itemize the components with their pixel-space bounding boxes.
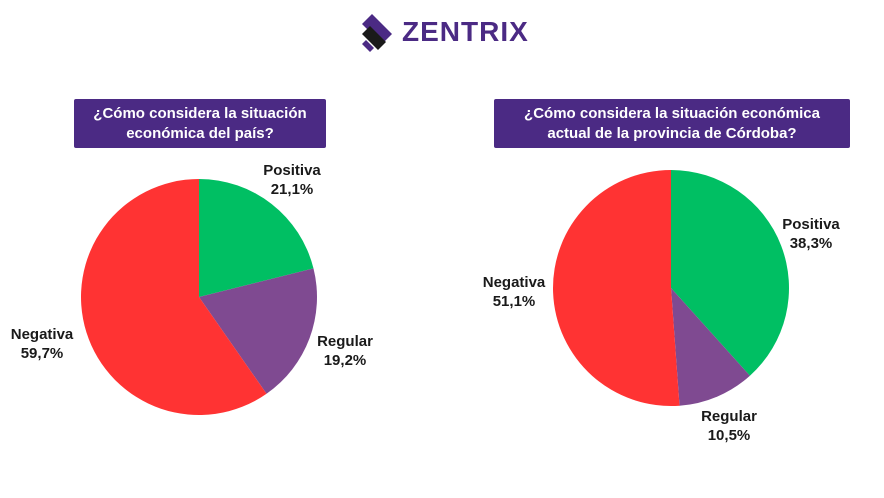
- right-pie-label-regular: Regular: [701, 408, 757, 425]
- left-pie-value-regular: 19,2%: [324, 352, 367, 369]
- left-pie-value-positiva: 21,1%: [271, 181, 314, 198]
- brand: ZENTRIX: [360, 12, 529, 52]
- right-pie-value-regular: 10,5%: [708, 427, 751, 444]
- left-chart-title-box: ¿Cómo considera la situación económica d…: [74, 99, 326, 148]
- right-pie-slice-regular: [671, 288, 750, 406]
- left-pie-slice-negativa: [81, 178, 267, 415]
- right-chart-title: ¿Cómo considera la situación económica a…: [524, 104, 820, 142]
- right-pie-label-negativa: Negativa: [483, 274, 546, 291]
- brand-name: ZENTRIX: [402, 16, 529, 47]
- left-pie-slice-positiva: [199, 179, 314, 297]
- left-pie-label-positiva: Positiva: [263, 162, 321, 179]
- left-pie-value-negativa: 59,7%: [21, 345, 64, 362]
- right-pie-value-positiva: 38,3%: [790, 235, 833, 252]
- left-pie-slice-regular: [199, 268, 318, 394]
- right-pie-slice-negativa: [553, 170, 680, 406]
- right-pie-value-negativa: 51,1%: [493, 293, 536, 310]
- left-pie-label-regular: Regular: [317, 333, 373, 350]
- left-chart-title: ¿Cómo considera la situación económica d…: [93, 104, 307, 142]
- zentrix-logo-icon: [362, 14, 392, 52]
- right-pie-slice-positiva: [671, 170, 789, 376]
- right-pie-label-positiva: Positiva: [782, 216, 840, 233]
- left-pie-label-negativa: Negativa: [11, 326, 74, 343]
- right-chart-title-box: ¿Cómo considera la situación económica a…: [494, 99, 850, 148]
